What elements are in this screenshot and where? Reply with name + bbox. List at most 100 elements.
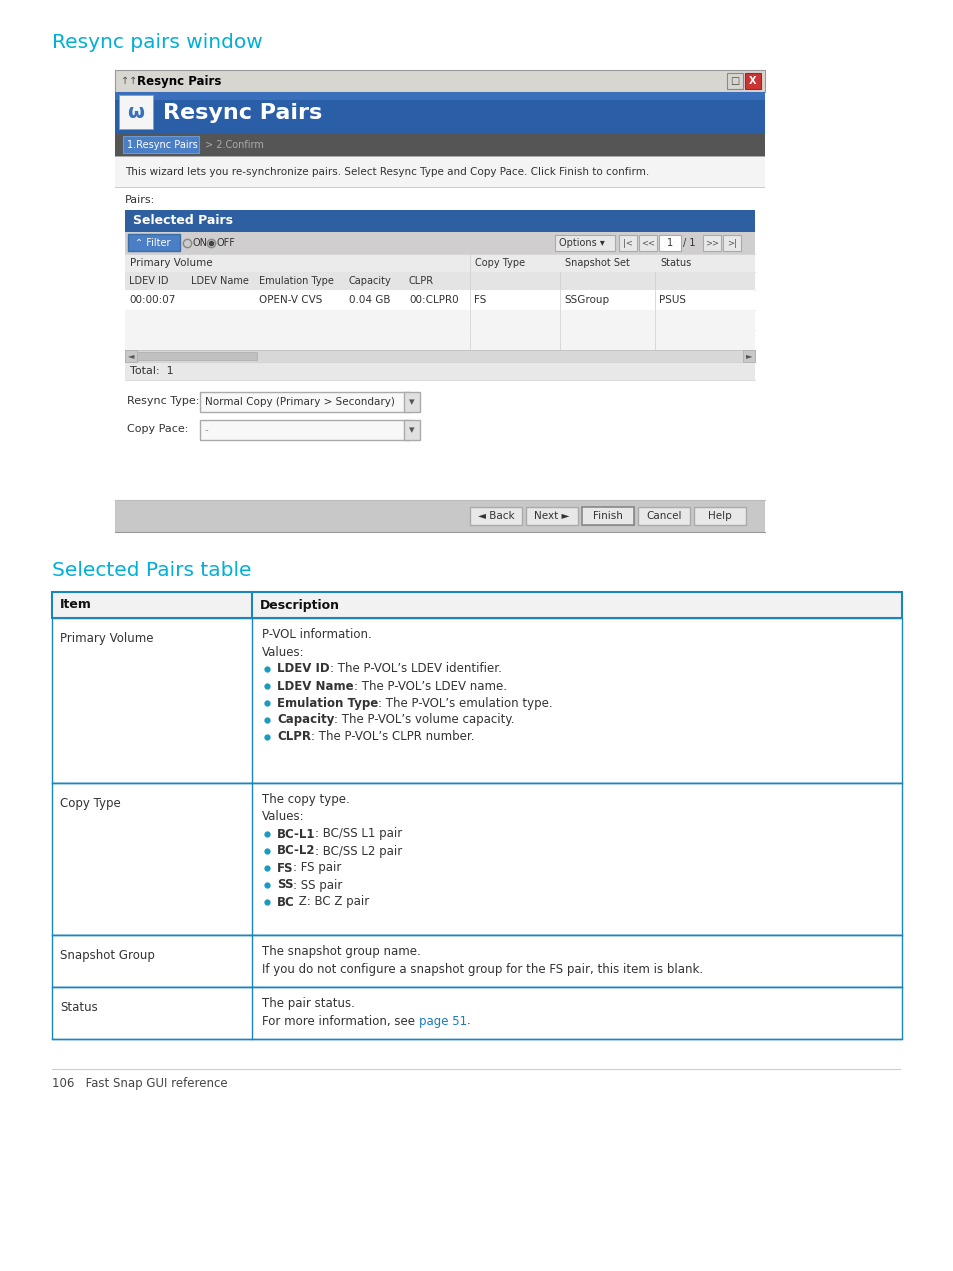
Text: The snapshot group name.: The snapshot group name. xyxy=(262,946,420,958)
Text: □: □ xyxy=(730,76,739,86)
Text: / 1: / 1 xyxy=(682,238,695,248)
Text: : SS pair: : SS pair xyxy=(294,878,342,891)
Text: X: X xyxy=(748,76,756,86)
Text: Values:: Values: xyxy=(262,811,304,824)
Text: Z: BC Z pair: Z: BC Z pair xyxy=(294,896,369,909)
Text: <<: << xyxy=(640,239,655,248)
Text: : The P-VOL’s volume capacity.: : The P-VOL’s volume capacity. xyxy=(334,713,515,727)
Text: page 51: page 51 xyxy=(418,1014,466,1027)
Text: Status: Status xyxy=(60,1002,97,1014)
Bar xyxy=(137,352,256,360)
Text: ω: ω xyxy=(128,103,144,122)
Text: : The P-VOL’s LDEV name.: : The P-VOL’s LDEV name. xyxy=(354,680,506,693)
Text: BC: BC xyxy=(276,896,294,909)
Text: .: . xyxy=(466,1014,470,1027)
Bar xyxy=(125,310,754,330)
Text: ▾: ▾ xyxy=(409,397,415,407)
Text: Primary Volume: Primary Volume xyxy=(60,632,153,644)
Text: CLPR: CLPR xyxy=(276,731,311,744)
Bar xyxy=(742,350,754,362)
Text: SSGroup: SSGroup xyxy=(563,295,608,305)
Text: > 2.Confirm: > 2.Confirm xyxy=(205,140,264,150)
Text: Description: Description xyxy=(260,599,339,611)
Text: The pair status.: The pair status. xyxy=(262,998,355,1010)
Text: Emulation Type: Emulation Type xyxy=(258,276,334,286)
Text: Capacity: Capacity xyxy=(349,276,392,286)
Text: 0.04 GB: 0.04 GB xyxy=(349,295,390,305)
Text: : The P-VOL’s LDEV identifier.: : The P-VOL’s LDEV identifier. xyxy=(330,662,501,675)
Bar xyxy=(200,419,410,440)
Text: Copy Type: Copy Type xyxy=(475,258,524,268)
Bar xyxy=(555,235,615,250)
Text: -: - xyxy=(205,425,209,435)
Text: ▾: ▾ xyxy=(409,425,415,435)
Text: Item: Item xyxy=(60,599,91,611)
Bar xyxy=(470,507,521,525)
Text: ◄ Back: ◄ Back xyxy=(477,511,514,521)
Text: Copy Pace:: Copy Pace: xyxy=(127,425,188,433)
Text: Selected Pairs table: Selected Pairs table xyxy=(52,561,252,580)
Bar xyxy=(744,72,760,89)
Text: Resync Pairs: Resync Pairs xyxy=(163,103,322,123)
Bar xyxy=(638,507,689,525)
Text: 1.Resync Pairs: 1.Resync Pairs xyxy=(127,140,197,150)
Bar xyxy=(115,500,764,533)
Bar xyxy=(693,507,745,525)
Bar xyxy=(722,235,740,250)
Bar xyxy=(125,350,754,362)
Bar xyxy=(115,92,764,100)
Bar xyxy=(125,362,754,380)
Text: >|: >| xyxy=(726,239,736,248)
Bar xyxy=(115,158,764,187)
Bar xyxy=(115,92,764,133)
Text: Resync Type:: Resync Type: xyxy=(127,397,199,405)
Bar xyxy=(702,235,720,250)
Text: The copy type.: The copy type. xyxy=(262,793,350,807)
Text: Next ►: Next ► xyxy=(534,511,569,521)
Bar xyxy=(119,95,152,128)
Bar xyxy=(726,72,742,89)
Bar xyxy=(618,235,637,250)
Text: Cancel: Cancel xyxy=(645,511,681,521)
Bar xyxy=(119,95,152,128)
Text: LDEV ID: LDEV ID xyxy=(129,276,169,286)
Text: : FS pair: : FS pair xyxy=(294,862,341,874)
Text: : The P-VOL’s CLPR number.: : The P-VOL’s CLPR number. xyxy=(311,731,474,744)
Text: ON: ON xyxy=(193,238,208,248)
Bar xyxy=(52,935,901,988)
Text: Resync Pairs: Resync Pairs xyxy=(137,75,221,88)
Bar xyxy=(125,210,754,233)
Text: LDEV Name: LDEV Name xyxy=(191,276,249,286)
Bar xyxy=(115,133,764,156)
Text: : The P-VOL’s emulation type.: : The P-VOL’s emulation type. xyxy=(377,697,553,709)
Bar xyxy=(125,272,754,290)
Text: 1: 1 xyxy=(666,238,673,248)
Bar xyxy=(52,783,901,935)
Bar xyxy=(125,350,137,362)
Bar xyxy=(659,235,680,250)
Text: 106   Fast Snap GUI reference: 106 Fast Snap GUI reference xyxy=(52,1078,228,1091)
Bar xyxy=(403,419,419,440)
Text: Normal Copy (Primary > Secondary): Normal Copy (Primary > Secondary) xyxy=(205,397,395,407)
Text: Help: Help xyxy=(707,511,731,521)
Text: Emulation Type: Emulation Type xyxy=(276,697,377,709)
Bar xyxy=(403,391,419,412)
Text: Primary Volume: Primary Volume xyxy=(130,258,213,268)
Bar xyxy=(639,235,657,250)
Text: : BC/SS L2 pair: : BC/SS L2 pair xyxy=(315,844,402,858)
Text: |<: |< xyxy=(622,239,632,248)
Bar xyxy=(52,592,901,618)
Text: ►: ► xyxy=(745,352,752,361)
Text: Pairs:: Pairs: xyxy=(125,194,155,205)
Text: BC-L1: BC-L1 xyxy=(276,827,315,840)
Text: Selected Pairs: Selected Pairs xyxy=(132,215,233,228)
Bar xyxy=(115,70,764,92)
Bar xyxy=(52,988,901,1038)
Text: Snapshot Group: Snapshot Group xyxy=(60,949,154,962)
Text: Resync pairs window: Resync pairs window xyxy=(52,33,262,52)
Bar xyxy=(125,330,754,350)
Text: OFF: OFF xyxy=(216,238,235,248)
Text: >>: >> xyxy=(704,239,719,248)
Text: PSUS: PSUS xyxy=(659,295,685,305)
Bar xyxy=(581,507,634,525)
